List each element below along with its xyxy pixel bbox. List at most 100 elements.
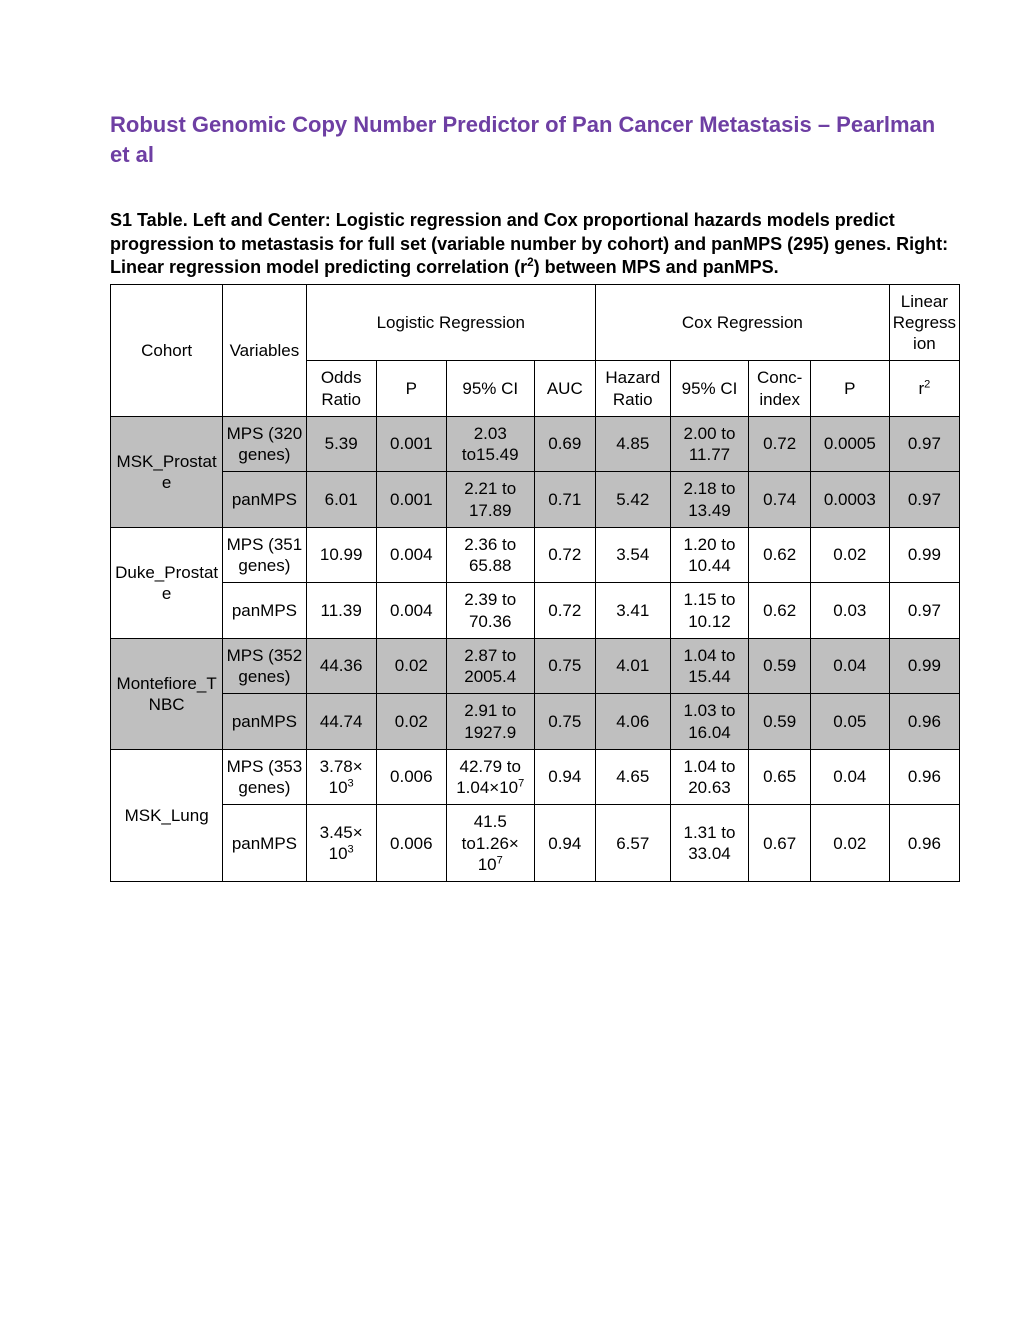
cell-variable: panMPS [223,805,306,882]
table-row: Duke_ProstateMPS (351 genes)10.990.0042.… [111,527,960,583]
table-row: Montefiore_TNBCMPS (352 genes)44.360.022… [111,638,960,694]
cell-ci-cox: 2.00 to 11.77 [670,416,749,472]
hdr-odds: Odds Ratio [306,361,376,417]
cell-variable: panMPS [223,694,306,750]
cell-auc: 0.75 [534,694,595,750]
cell-cindex: 0.67 [749,805,810,882]
hdr-ci-logistic: 95% CI [446,361,534,417]
cell-odds-ratio: 10.99 [306,527,376,583]
cell-odds-ratio: 3.78× 103 [306,749,376,805]
cell-hazard-ratio: 4.06 [595,694,670,750]
cell-odds-ratio: 11.39 [306,583,376,639]
cell-r2: 0.97 [889,416,959,472]
cell-ci-cox: 1.04 to 15.44 [670,638,749,694]
cell-ci-cox: 1.03 to 16.04 [670,694,749,750]
table-caption: S1 Table. Left and Center: Logistic regr… [110,209,960,279]
table-row: MSK_LungMPS (353 genes)3.78× 1030.00642.… [111,749,960,805]
hdr-r2: r2 [889,361,959,417]
cell-p-logistic: 0.001 [376,416,446,472]
cell-p-logistic: 0.02 [376,694,446,750]
cell-variable: panMPS [223,472,306,528]
hdr-p-cox: P [810,361,889,417]
hdr-logistic: Logistic Regression [306,284,595,361]
cell-p-logistic: 0.001 [376,472,446,528]
cell-ci-cox: 1.31 to 33.04 [670,805,749,882]
cell-p-logistic: 0.004 [376,583,446,639]
cell-auc: 0.71 [534,472,595,528]
hdr-variables: Variables [223,284,306,416]
caption-text-b: ) between MPS and panMPS. [534,257,779,277]
hdr-linreg: Linear Regression [889,284,959,361]
cell-p-logistic: 0.02 [376,638,446,694]
table-row: panMPS3.45× 1030.00641.5 to1.26× 1070.94… [111,805,960,882]
cell-r2: 0.96 [889,749,959,805]
cell-p-logistic: 0.006 [376,805,446,882]
cell-hazard-ratio: 3.41 [595,583,670,639]
cell-hazard-ratio: 4.01 [595,638,670,694]
cell-cohort: MSK_Lung [111,749,223,881]
cell-variable: MPS (353 genes) [223,749,306,805]
cell-ci-cox: 1.04 to 20.63 [670,749,749,805]
cell-p-cox: 0.02 [810,805,889,882]
cell-ci-logistic: 2.21 to 17.89 [446,472,534,528]
table-body: MSK_ProstateMPS (320 genes)5.390.0012.03… [111,416,960,881]
table-row: panMPS6.010.0012.21 to 17.890.715.422.18… [111,472,960,528]
cell-odds-ratio: 44.36 [306,638,376,694]
cell-r2: 0.96 [889,805,959,882]
cell-ci-logistic: 2.39 to 70.36 [446,583,534,639]
cell-cindex: 0.72 [749,416,810,472]
cell-ci-cox: 1.20 to 10.44 [670,527,749,583]
cell-odds-ratio: 5.39 [306,416,376,472]
hdr-cohort: Cohort [111,284,223,416]
cell-p-cox: 0.02 [810,527,889,583]
cell-odds-ratio: 44.74 [306,694,376,750]
hdr-p-logistic: P [376,361,446,417]
cell-cindex: 0.59 [749,638,810,694]
cell-odds-ratio: 6.01 [306,472,376,528]
header-row-1: Cohort Variables Logistic Regression Cox… [111,284,960,361]
cell-p-logistic: 0.004 [376,527,446,583]
cell-ci-logistic: 41.5 to1.26× 107 [446,805,534,882]
cell-variable: panMPS [223,583,306,639]
cell-hazard-ratio: 3.54 [595,527,670,583]
cell-ci-logistic: 2.03 to15.49 [446,416,534,472]
cell-auc: 0.72 [534,583,595,639]
cell-cindex: 0.62 [749,583,810,639]
cell-ci-logistic: 42.79 to 1.04×107 [446,749,534,805]
cell-auc: 0.94 [534,805,595,882]
cell-r2: 0.97 [889,472,959,528]
cell-p-cox: 0.04 [810,749,889,805]
cell-hazard-ratio: 6.57 [595,805,670,882]
cell-r2: 0.99 [889,638,959,694]
cell-ci-cox: 2.18 to 13.49 [670,472,749,528]
cell-variable: MPS (352 genes) [223,638,306,694]
hdr-cox: Cox Regression [595,284,889,361]
page-title: Robust Genomic Copy Number Predictor of … [110,110,960,169]
cell-auc: 0.94 [534,749,595,805]
cell-hazard-ratio: 5.42 [595,472,670,528]
table-row: panMPS44.740.022.91 to 1927.90.754.061.0… [111,694,960,750]
hdr-cindex: Conc-index [749,361,810,417]
cell-variable: MPS (351 genes) [223,527,306,583]
hdr-ci-cox: 95% CI [670,361,749,417]
cell-cindex: 0.74 [749,472,810,528]
cell-cindex: 0.59 [749,694,810,750]
cell-p-logistic: 0.006 [376,749,446,805]
cell-ci-cox: 1.15 to 10.12 [670,583,749,639]
cell-p-cox: 0.0003 [810,472,889,528]
cell-ci-logistic: 2.87 to 2005.4 [446,638,534,694]
table-row: MSK_ProstateMPS (320 genes)5.390.0012.03… [111,416,960,472]
cell-p-cox: 0.04 [810,638,889,694]
cell-r2: 0.97 [889,583,959,639]
cell-p-cox: 0.05 [810,694,889,750]
cell-cindex: 0.65 [749,749,810,805]
cell-variable: MPS (320 genes) [223,416,306,472]
cell-hazard-ratio: 4.85 [595,416,670,472]
cell-auc: 0.69 [534,416,595,472]
cell-cindex: 0.62 [749,527,810,583]
s1-table: Cohort Variables Logistic Regression Cox… [110,284,960,883]
cell-auc: 0.75 [534,638,595,694]
table-row: panMPS11.390.0042.39 to 70.360.723.411.1… [111,583,960,639]
cell-p-cox: 0.03 [810,583,889,639]
hdr-auc: AUC [534,361,595,417]
